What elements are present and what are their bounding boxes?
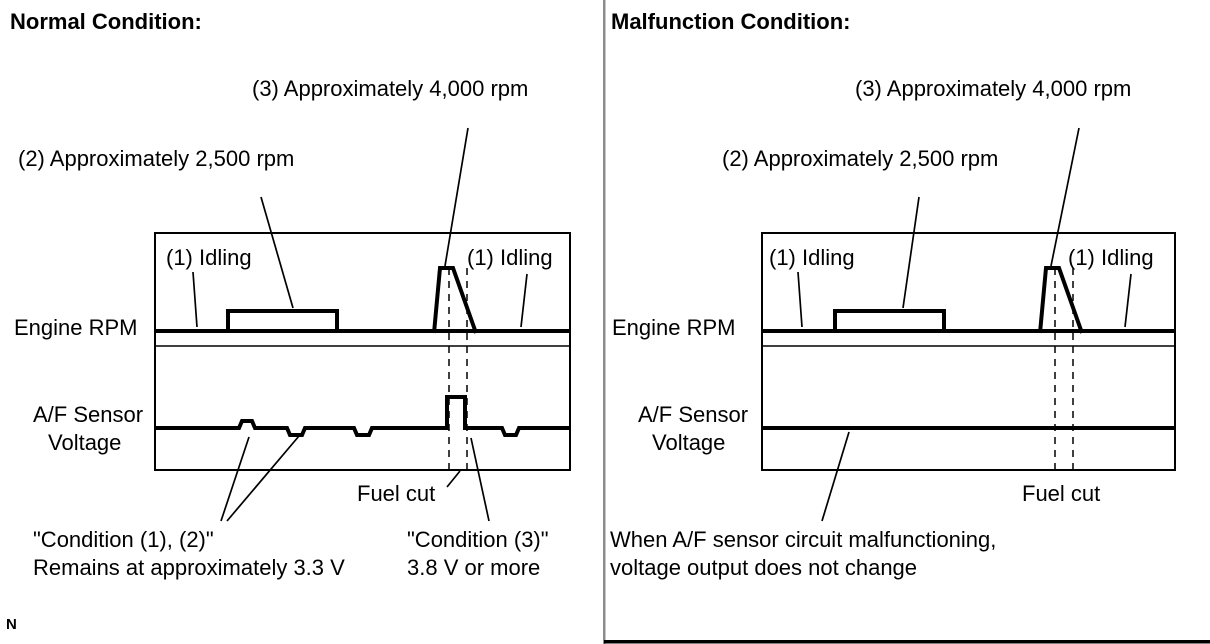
malfunction-rpm-2500-plateau [833,309,946,333]
bottom-border-line [604,640,1210,644]
footnote-marker: N [6,616,17,633]
normal-graph-box [154,232,571,471]
normal-rpm-2500-plateau [226,309,339,333]
normal-label-4000rpm: (3) Approximately 4,000 rpm [252,76,529,101]
normal-axis-af-sensor: A/F Sensor [33,402,144,427]
malfunction-pointer-novoltage-note [821,431,850,522]
normal-voltage-trace [155,395,570,437]
normal-note-condition12-desc: Remains at approximately 3.3 V [33,555,345,580]
malfunction-label-4000rpm: (3) Approximately 4,000 rpm [855,76,1132,101]
malfunction-graph [761,127,1176,522]
normal-label-fuel-cut: Fuel cut [357,481,436,506]
normal-note-condition3-title: "Condition (3)" [407,527,549,552]
normal-pointer-2500rpm [260,196,294,309]
malfunction-pointer-2500rpm [902,196,920,309]
normal-rpm-4000-spike [432,266,478,334]
normal-graph [154,127,571,522]
normal-pointer-condition12-a [220,436,250,522]
malfunction-axis-af-sensor: A/F Sensor [638,402,749,427]
normal-note-condition12-title: "Condition (1), (2)" [33,527,214,552]
normal-pointer-condition3 [470,437,490,522]
normal-label-2500rpm: (2) Approximately 2,500 rpm [18,146,295,171]
normal-pointer-idling-left [192,271,198,328]
malfunction-axis-af-voltage: Voltage [652,430,726,455]
panel-divider [603,0,606,644]
malfunction-label-fuel-cut: Fuel cut [1022,481,1101,506]
normal-pointer-idling-right [520,273,528,328]
malfunction-rpm-4000-spike [1038,266,1084,334]
normal-panel-title: Normal Condition: [10,9,202,34]
malfunction-note-line2: voltage output does not change [610,555,918,580]
malfunction-pointer-idling-left [797,271,803,328]
malfunction-panel-title: Malfunction Condition: [611,9,851,34]
malfunction-label-idling-left: (1) Idling [769,245,855,270]
normal-axis-engine-rpm: Engine RPM [14,315,138,340]
normal-pointer-fuelcut [446,470,461,488]
malfunction-graph-box [761,232,1176,471]
normal-label-idling-left: (1) Idling [166,245,252,270]
normal-pointer-4000rpm [444,127,469,267]
malfunction-label-idling-right: (1) Idling [1068,245,1154,270]
normal-pointer-condition12-b [226,435,300,522]
normal-label-idling-right: (1) Idling [467,245,553,270]
malfunction-pointer-4000rpm [1050,127,1080,267]
malfunction-note-line1: When A/F sensor circuit malfunctioning, [610,527,997,552]
malfunction-pointer-idling-right [1124,273,1132,328]
malfunction-label-2500rpm: (2) Approximately 2,500 rpm [722,146,999,171]
normal-axis-af-voltage: Voltage [48,430,122,455]
malfunction-axis-engine-rpm: Engine RPM [612,315,736,340]
normal-note-condition3-desc: 3.8 V or more [407,555,541,580]
